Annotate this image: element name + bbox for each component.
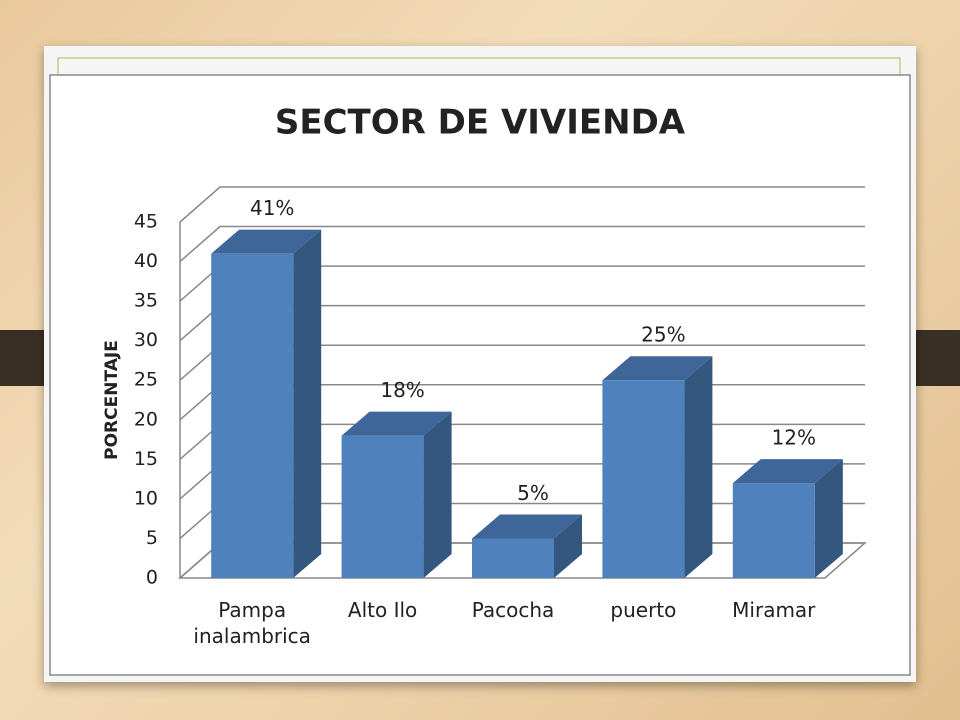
bar-top: [341, 411, 452, 436]
bar-top: [472, 514, 582, 539]
x-tick-label: puerto: [610, 598, 677, 622]
bar-side: [814, 459, 843, 578]
x-tick-label: Miramar: [732, 598, 816, 622]
y-axis-label: PORCENTAJE: [102, 340, 122, 460]
bar: [472, 538, 554, 578]
chart-frame: [49, 74, 911, 676]
y-tick-label: 15: [134, 448, 158, 470]
y-tick-label: 10: [134, 487, 158, 509]
decor-band: [908, 330, 960, 386]
y-tick-label: 5: [146, 527, 158, 549]
bar: [732, 483, 815, 578]
y-tick-label: 25: [134, 369, 158, 391]
y-tick-label: 45: [134, 211, 158, 233]
grid-line: [179, 186, 865, 223]
bar-top: [732, 459, 843, 484]
bar: [602, 380, 685, 578]
y-tick-label: 20: [134, 408, 158, 430]
value-label: 18%: [380, 378, 424, 402]
bar-top: [211, 229, 322, 254]
frame-accent: [57, 57, 901, 77]
bar: [341, 435, 424, 578]
y-tick-label: 35: [134, 290, 158, 312]
value-label: 41%: [250, 196, 294, 220]
bar-side: [423, 411, 452, 578]
value-label: 12%: [772, 426, 816, 450]
decor-band: [0, 330, 50, 386]
grid-line: [179, 225, 865, 263]
y-tick-label: 30: [134, 329, 158, 351]
y-tick-label: 40: [134, 250, 158, 272]
value-label: 5%: [517, 481, 549, 505]
bar-side: [554, 514, 582, 578]
chart-title: SECTOR DE VIVIENDA: [275, 103, 686, 143]
y-tick-label: 0: [146, 567, 158, 589]
bar-side: [684, 356, 713, 578]
bar: [211, 253, 294, 578]
bar-side: [293, 229, 322, 578]
bar-top: [602, 356, 713, 381]
value-label: 25%: [641, 323, 685, 347]
x-tick-label: Alto Ilo: [347, 598, 418, 622]
x-tick-label: Pacocha: [471, 598, 555, 622]
x-tick-label: Pampa inalambrica: [193, 598, 311, 648]
